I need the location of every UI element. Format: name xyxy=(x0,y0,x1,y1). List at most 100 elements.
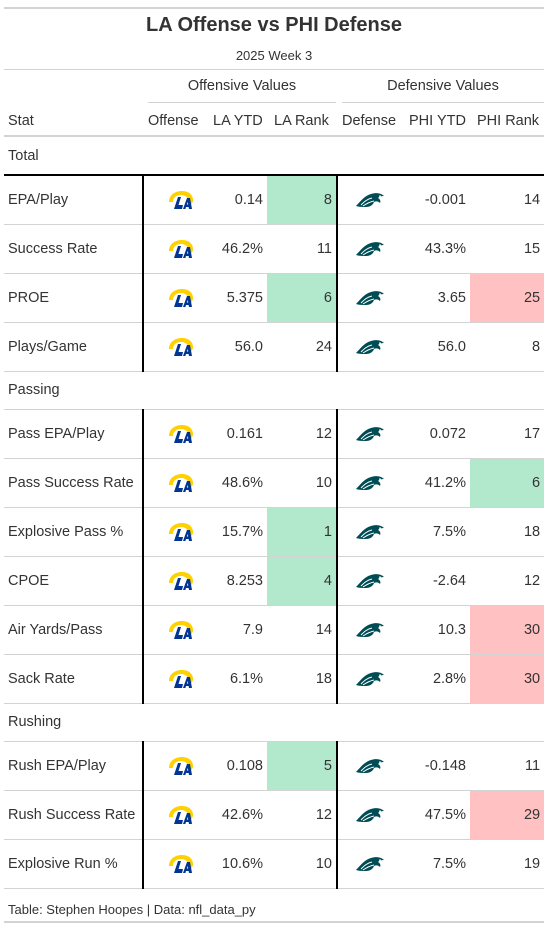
offensive-spanner-rule xyxy=(148,102,336,103)
phi-ytd-value: -0.001 xyxy=(402,175,470,225)
column-header-stat: Stat xyxy=(8,113,34,129)
la-rams-logo-icon xyxy=(165,424,195,443)
offense-logo-cell xyxy=(142,224,215,274)
philadelphia-eagles-logo-icon xyxy=(354,523,386,539)
phi-ytd-value: -0.148 xyxy=(402,741,470,791)
la-ytd-value: 48.6% xyxy=(215,458,267,508)
phi-ytd-value: 0.072 xyxy=(402,409,470,459)
phi-rank-value: 14 xyxy=(470,175,545,225)
phi-rank-value: 6 xyxy=(470,458,545,508)
phi-ytd-value: -2.64 xyxy=(402,556,470,606)
group-row: Total xyxy=(4,137,545,176)
phi-rank-value: 12 xyxy=(470,556,545,606)
phi-ytd-value: 56.0 xyxy=(402,322,470,372)
defense-logo-cell xyxy=(336,741,402,791)
la-rank-value: 24 xyxy=(267,322,337,372)
phi-ytd-value: 7.5% xyxy=(402,839,470,889)
la-rams-logo-icon xyxy=(165,190,195,209)
la-rams-logo-icon xyxy=(165,473,195,492)
offense-logo-cell xyxy=(142,409,215,459)
offense-logo-cell xyxy=(142,556,215,606)
table-row: Success Rate 46.2% 11 43.3% 15 xyxy=(4,224,545,274)
la-rank-value: 5 xyxy=(267,741,337,791)
la-rank-value: 10 xyxy=(267,839,337,889)
offense-logo-cell xyxy=(142,507,215,557)
la-rams-logo-icon xyxy=(165,756,195,775)
defense-logo-cell xyxy=(336,322,402,372)
bottom-rule xyxy=(4,921,544,923)
la-rams-logo-icon xyxy=(165,854,195,873)
phi-ytd-value: 3.65 xyxy=(402,273,470,323)
phi-rank-value: 19 xyxy=(470,839,545,889)
defense-logo-cell xyxy=(336,409,402,459)
table-row: Pass EPA/Play 0.161 12 0.072 17 xyxy=(4,409,545,459)
column-header-phi-ytd: PHI YTD xyxy=(409,113,466,129)
philadelphia-eagles-logo-icon xyxy=(354,757,386,773)
stat-name: Success Rate xyxy=(4,224,143,274)
top-rule xyxy=(4,7,544,9)
column-header-la-ytd: LA YTD xyxy=(213,113,263,129)
offense-logo-cell xyxy=(142,654,215,704)
offense-logo-cell xyxy=(142,175,215,225)
table-row: Air Yards/Pass 7.9 14 10.3 30 xyxy=(4,605,545,655)
offense-logo-cell xyxy=(142,839,215,889)
phi-rank-value: 8 xyxy=(470,322,545,372)
la-ytd-value: 0.161 xyxy=(215,409,267,459)
philadelphia-eagles-logo-icon xyxy=(354,474,386,490)
table-row: CPOE 8.253 4 -2.64 12 xyxy=(4,556,545,606)
offense-logo-cell xyxy=(142,741,215,791)
column-header-la-rank: LA Rank xyxy=(274,113,329,129)
la-rank-value: 14 xyxy=(267,605,337,655)
phi-rank-value: 25 xyxy=(470,273,545,323)
defense-logo-cell xyxy=(336,654,402,704)
stat-name: Explosive Pass % xyxy=(4,507,143,557)
stats-table-body: Total EPA/Play 0.14 8 -0.001 14 Success Rate 46… xyxy=(4,137,545,889)
table-row: Sack Rate 6.1% 18 2.8% 30 xyxy=(4,654,545,704)
defense-logo-cell xyxy=(336,790,402,840)
la-rams-logo-icon xyxy=(165,288,195,307)
stat-name: Air Yards/Pass xyxy=(4,605,143,655)
column-header-rule xyxy=(4,135,544,137)
defensive-values-spanner: Defensive Values xyxy=(387,78,499,94)
phi-rank-value: 15 xyxy=(470,224,545,274)
stat-name: PROE xyxy=(4,273,143,323)
phi-rank-value: 18 xyxy=(470,507,545,557)
defensive-spanner-rule xyxy=(342,102,544,103)
philadelphia-eagles-logo-icon xyxy=(354,192,386,208)
offense-logo-cell xyxy=(142,790,215,840)
philadelphia-eagles-logo-icon xyxy=(354,289,386,305)
phi-rank-value: 17 xyxy=(470,409,545,459)
source-note: Table: Stephen Hoopes | Data: nfl_data_p… xyxy=(8,902,256,917)
stat-name: EPA/Play xyxy=(4,175,143,225)
header-rule xyxy=(4,69,544,70)
offense-logo-cell xyxy=(142,322,215,372)
defense-logo-cell xyxy=(336,458,402,508)
la-rams-logo-icon xyxy=(165,239,195,258)
la-ytd-value: 0.108 xyxy=(215,741,267,791)
phi-ytd-value: 7.5% xyxy=(402,507,470,557)
la-rams-logo-icon xyxy=(165,337,195,356)
philadelphia-eagles-logo-icon xyxy=(354,338,386,354)
la-ytd-value: 5.375 xyxy=(215,273,267,323)
group-label: Passing xyxy=(4,370,545,410)
stats-table: Total EPA/Play 0.14 8 -0.001 14 Success Rate 46… xyxy=(4,137,545,889)
table-subtitle: 2025 Week 3 xyxy=(235,48,313,63)
table-row: Plays/Game 56.0 24 56.0 8 xyxy=(4,322,545,372)
la-rank-value: 12 xyxy=(267,409,337,459)
column-header-defense: Defense xyxy=(342,113,397,129)
defense-logo-cell xyxy=(336,605,402,655)
table-title: LA Offense vs PHI Defense xyxy=(145,14,402,36)
la-ytd-value: 6.1% xyxy=(215,654,267,704)
la-rank-value: 18 xyxy=(267,654,337,704)
table-row: Pass Success Rate 48.6% 10 41.2% 6 xyxy=(4,458,545,508)
philadelphia-eagles-logo-icon xyxy=(354,855,386,871)
la-ytd-value: 15.7% xyxy=(215,507,267,557)
phi-rank-value: 30 xyxy=(470,605,545,655)
phi-rank-value: 11 xyxy=(470,741,545,791)
phi-ytd-value: 2.8% xyxy=(402,654,470,704)
defense-logo-cell xyxy=(336,273,402,323)
la-rams-logo-icon xyxy=(165,522,195,541)
la-rams-logo-icon xyxy=(165,571,195,590)
column-header-offense: Offense xyxy=(148,113,199,129)
